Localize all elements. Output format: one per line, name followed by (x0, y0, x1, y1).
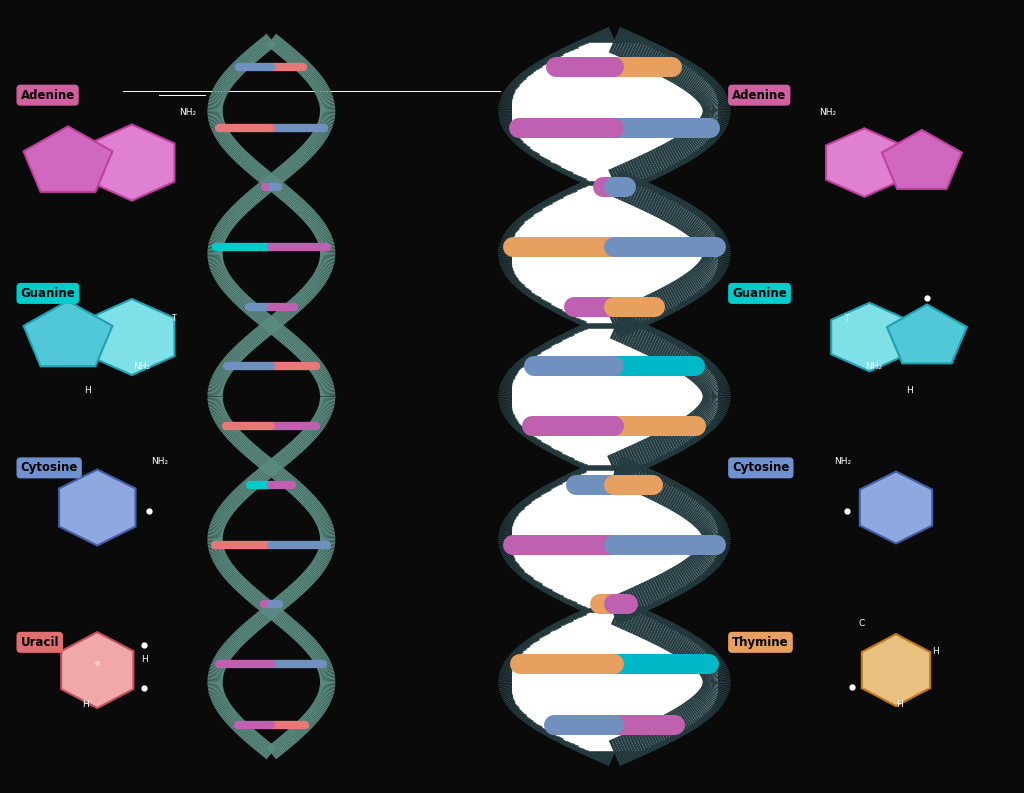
Polygon shape (831, 303, 907, 371)
Polygon shape (862, 634, 930, 706)
Text: Guanine: Guanine (732, 287, 786, 300)
Text: H: H (84, 385, 91, 395)
Text: NH₂: NH₂ (819, 108, 837, 117)
Text: H: H (932, 647, 939, 657)
Text: Thymine: Thymine (732, 636, 788, 649)
Polygon shape (860, 472, 932, 543)
Text: H: H (906, 385, 913, 395)
Text: Cytosine: Cytosine (20, 462, 78, 474)
Polygon shape (24, 126, 113, 192)
Polygon shape (59, 469, 135, 546)
Text: H: H (82, 700, 89, 710)
Text: Guanine: Guanine (20, 287, 75, 300)
Polygon shape (826, 128, 902, 197)
Text: T: T (845, 314, 850, 324)
Polygon shape (61, 632, 133, 708)
Text: NH₂: NH₂ (133, 362, 151, 371)
Polygon shape (89, 299, 174, 375)
Text: Adenine: Adenine (20, 89, 75, 102)
Polygon shape (882, 130, 962, 189)
Text: H: H (141, 655, 148, 665)
Text: Uracil: Uracil (20, 636, 59, 649)
Text: Cytosine: Cytosine (732, 462, 790, 474)
Text: NH₂: NH₂ (152, 457, 169, 466)
Polygon shape (24, 301, 113, 366)
Text: NH₂: NH₂ (835, 457, 852, 466)
Polygon shape (89, 125, 174, 201)
Text: C: C (858, 619, 864, 629)
Text: NH₂: NH₂ (179, 108, 197, 117)
Text: Adenine: Adenine (732, 89, 786, 102)
Text: H: H (896, 700, 903, 710)
Polygon shape (887, 305, 967, 363)
Text: T: T (172, 314, 177, 324)
Text: NH₂: NH₂ (865, 362, 883, 371)
